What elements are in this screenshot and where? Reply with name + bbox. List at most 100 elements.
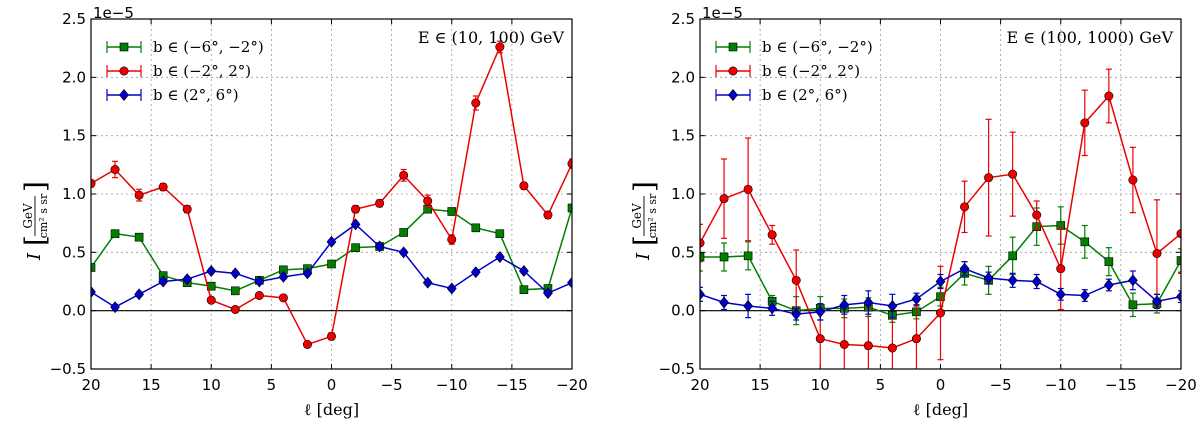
plot-frame (699, 18, 1182, 370)
data-point (422, 276, 433, 289)
x-tick-label: −10 (1045, 376, 1077, 394)
y-tick-label: 2.5 (671, 10, 695, 28)
y-tick-label: 1.5 (62, 127, 86, 145)
x-tick-label: 15 (142, 376, 161, 394)
data-point (719, 194, 729, 204)
data-point (398, 246, 409, 259)
data-point (1152, 295, 1162, 308)
data-point (743, 300, 753, 312)
data-point (767, 302, 778, 315)
y-tick-label: 0.0 (671, 302, 695, 320)
data-point (134, 232, 144, 242)
data-point (700, 252, 705, 262)
y-axis-unit-denominator: cm² s sr (37, 193, 50, 238)
legend-label: b ∈ (2°, 6°) (762, 86, 848, 104)
data-point (863, 341, 873, 351)
data-point (278, 293, 288, 303)
plot-frame (90, 18, 573, 370)
data-point (302, 267, 313, 280)
data-point (1104, 257, 1114, 266)
data-point (935, 275, 946, 288)
x-tick-label: 5 (267, 376, 277, 394)
data-point (1128, 300, 1138, 310)
y-axis-label: I [GeV cm² s sr] (628, 181, 661, 261)
y-tick-label: −0.5 (659, 360, 695, 378)
y-tick-label: 2.0 (671, 68, 695, 86)
data-point (1128, 274, 1138, 287)
data-point (1008, 169, 1018, 179)
data-point (447, 235, 457, 245)
y-axis-symbol: I (24, 252, 45, 261)
data-point (887, 300, 898, 312)
data-point (887, 343, 897, 353)
data-point (470, 266, 481, 279)
series-3 (91, 218, 572, 314)
data-point (182, 273, 193, 286)
data-point (983, 272, 994, 284)
legend-marker (728, 66, 738, 76)
data-point (254, 290, 264, 300)
data-point (519, 285, 529, 294)
data-point (700, 238, 705, 248)
data-point (1056, 264, 1066, 274)
data-point (839, 339, 849, 349)
x-tick-label: 5 (876, 376, 886, 394)
y-axis-symbol: I (633, 252, 654, 261)
x-tick-label: 0 (327, 376, 337, 394)
ticks: 20 15 10 5 0 −5 −10 −15 −20 −0.5 0.0 0.5 1.0 1.5 2.0 2.… (50, 10, 588, 394)
y-axis-label: I [GeV cm² s sr] (19, 181, 52, 261)
x-axis-label: ℓ [deg] (913, 400, 968, 419)
data-point (230, 304, 240, 314)
legend-label: b ∈ (−2°, 2°) (762, 62, 860, 80)
axis-exponent-label: 1e−5 (93, 4, 134, 22)
data-point (1103, 279, 1114, 291)
data-point (911, 334, 921, 344)
legend-marker (728, 42, 738, 52)
data-point (911, 293, 922, 305)
data-point (1080, 118, 1090, 128)
energy-range-annotation: E ∈ (10, 100) GeV (418, 28, 565, 47)
data-point (719, 252, 729, 262)
data-point (158, 275, 169, 288)
data-point (567, 203, 572, 213)
data-point (231, 286, 240, 296)
data-point (230, 267, 241, 280)
y-axis-unit-numerator: GeV (630, 203, 644, 229)
data-point (446, 282, 457, 295)
data-point (351, 204, 361, 214)
data-point (1080, 237, 1090, 247)
legend: b ∈ (−6°, −2°) b ∈ (−2°, 2°) b ∈ (2°, 6°) (715, 38, 873, 104)
x-tick-label: 15 (751, 376, 770, 394)
y-tick-label: 1.0 (671, 185, 695, 203)
chart-panel-1: 20 15 10 5 0 −5 −10 −15 −20 −0.5 0.0 0.5 1.0 1.5 2.0 2.… (19, 4, 588, 419)
x-tick-label: −20 (1165, 376, 1197, 394)
series-3 (700, 261, 1181, 321)
data-point (1176, 256, 1181, 265)
data-point (206, 295, 216, 305)
y-tick-label: 1.0 (62, 185, 86, 203)
legend-marker (119, 66, 129, 76)
data-point (278, 270, 289, 283)
x-tick-label: −10 (436, 376, 468, 394)
y-axis-bracket: ] (19, 181, 52, 192)
ticks: 20 15 10 5 0 −5 −10 −15 −20 −0.5 0.0 0.5 1.0 1.5 2.0 2.… (659, 10, 1197, 394)
x-tick-label: −20 (556, 376, 588, 394)
data-point (839, 298, 850, 311)
data-point (1152, 249, 1162, 259)
data-point (543, 210, 553, 220)
data-point (158, 182, 168, 192)
legend-marker (728, 89, 738, 101)
x-tick-label: −15 (496, 376, 528, 394)
data-point (791, 308, 802, 321)
data-point (447, 207, 457, 216)
data-point (110, 301, 120, 314)
data-point (326, 331, 336, 341)
data-point (375, 198, 385, 208)
y-axis-bracket: [ (19, 235, 52, 246)
data-point (374, 240, 385, 253)
data-point (471, 223, 481, 233)
y-tick-label: 2.5 (62, 10, 86, 28)
x-tick-label: 20 (690, 376, 709, 394)
data-point (1176, 290, 1181, 303)
y-axis-bracket: [ (628, 235, 661, 246)
